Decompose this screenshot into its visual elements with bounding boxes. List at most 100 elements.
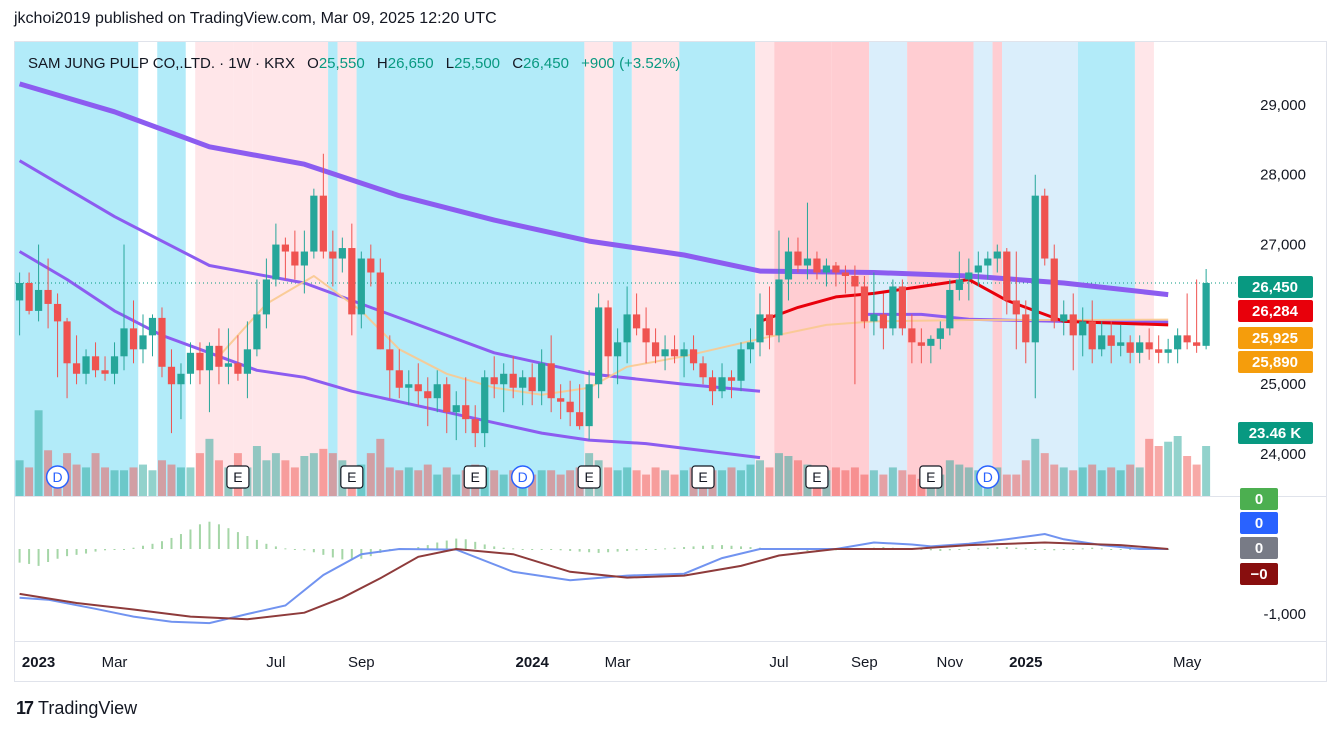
volume-bar bbox=[1021, 460, 1030, 496]
price-label-badge bbox=[1238, 351, 1313, 373]
candle-body bbox=[1136, 342, 1144, 353]
macd-histogram-bar bbox=[948, 549, 951, 551]
earnings-icon bbox=[577, 465, 601, 489]
price-label-badge bbox=[1238, 300, 1313, 322]
candle-body bbox=[1003, 251, 1011, 301]
macd-histogram-bar bbox=[550, 549, 553, 550]
macd-histogram-bar bbox=[151, 543, 154, 549]
macd-label-text: −0 bbox=[1250, 566, 1267, 583]
time-tick-label: Sep bbox=[851, 654, 878, 671]
candle-body bbox=[376, 272, 384, 350]
time-tick-label: Mar bbox=[102, 654, 128, 671]
volume-bar bbox=[651, 467, 660, 496]
candle-body bbox=[1069, 314, 1077, 336]
candle-body bbox=[965, 272, 973, 280]
macd-histogram-bar bbox=[47, 549, 50, 562]
volume-bar bbox=[167, 464, 176, 496]
macd-histogram-bar bbox=[493, 546, 496, 549]
macd-histogram-bar bbox=[986, 547, 989, 549]
macd-histogram-bar bbox=[654, 549, 657, 550]
macd-histogram-bar bbox=[18, 549, 21, 563]
macd-histogram-bar bbox=[265, 543, 268, 549]
volume-bar bbox=[537, 470, 546, 496]
moving-average-line-1 bbox=[18, 159, 761, 393]
volume-bar bbox=[262, 460, 271, 496]
candle-body bbox=[338, 248, 346, 259]
volume-bar bbox=[528, 474, 537, 496]
tradingview-brand[interactable]: 17 TradingView bbox=[16, 698, 137, 719]
candle-body bbox=[414, 384, 422, 392]
event-label: E bbox=[926, 469, 935, 485]
volume-bar bbox=[850, 467, 859, 496]
legend-low-label: L bbox=[445, 55, 455, 72]
volume-bar bbox=[404, 467, 413, 496]
volume-bar bbox=[423, 464, 432, 496]
candle-body bbox=[576, 412, 584, 427]
volume-bar bbox=[214, 460, 223, 496]
moving-average-line-5 bbox=[759, 278, 1169, 327]
macd-histogram-bar bbox=[179, 534, 182, 549]
volume-bar bbox=[186, 467, 195, 496]
macd-histogram-bar bbox=[645, 549, 648, 550]
candle-body bbox=[689, 349, 698, 364]
candle-body bbox=[1183, 335, 1191, 343]
candle-body bbox=[509, 373, 517, 388]
macd-histogram-bar bbox=[217, 524, 220, 549]
volume-bar bbox=[1059, 467, 1068, 496]
legend-low: 25,500 bbox=[454, 55, 501, 72]
price-tick-label: 24,000 bbox=[1260, 446, 1306, 463]
macd-histogram-bar bbox=[749, 547, 752, 549]
macd-histogram-bar bbox=[236, 532, 239, 549]
volume-bar bbox=[869, 470, 878, 496]
volume-bar bbox=[765, 467, 774, 496]
volume-bar bbox=[490, 470, 499, 496]
candle-body bbox=[651, 342, 660, 357]
macd-histogram-bar bbox=[445, 540, 448, 549]
event-label: E bbox=[698, 469, 707, 485]
volume-bar bbox=[1031, 438, 1040, 496]
volume-bar bbox=[1202, 446, 1211, 496]
price-label-badge bbox=[1238, 276, 1313, 298]
candle-body bbox=[538, 363, 546, 392]
event-label: E bbox=[347, 469, 356, 485]
candle-body bbox=[63, 321, 71, 364]
candle-body bbox=[794, 251, 802, 266]
candle-body bbox=[984, 258, 992, 266]
volume-bar bbox=[841, 470, 850, 496]
price-label-badge bbox=[1238, 422, 1313, 444]
candle-body bbox=[642, 328, 650, 343]
price-tick-label: 27,000 bbox=[1260, 237, 1306, 254]
candle-body bbox=[822, 265, 831, 273]
volume-bar bbox=[252, 446, 261, 496]
volume-bar bbox=[1040, 453, 1049, 496]
volume-bar bbox=[774, 453, 783, 496]
macd-histogram-bar bbox=[66, 549, 69, 557]
macd-histogram-bar bbox=[1034, 549, 1037, 550]
macd-histogram-bar bbox=[559, 549, 562, 551]
macd-histogram-bar bbox=[1015, 547, 1018, 549]
macd-histogram-bar bbox=[132, 547, 135, 549]
candle-body bbox=[784, 251, 793, 280]
candle-body bbox=[974, 265, 982, 273]
macd-histogram-bar bbox=[94, 549, 97, 552]
macd-histogram-bar bbox=[455, 538, 458, 549]
earnings-icon bbox=[463, 465, 487, 489]
macd-histogram-bar bbox=[436, 542, 439, 549]
volume-bar bbox=[72, 464, 81, 496]
candle-body bbox=[471, 419, 479, 434]
macd-histogram-bar bbox=[331, 549, 334, 558]
macd-histogram-bar bbox=[929, 549, 932, 551]
macd-histogram-bar bbox=[1005, 547, 1008, 549]
dividend-icon bbox=[976, 465, 1000, 489]
volume-bar bbox=[442, 467, 451, 496]
macd-histogram-bar bbox=[293, 549, 296, 550]
candle-body bbox=[765, 314, 774, 336]
candle-body bbox=[291, 251, 299, 266]
macd-label-badge bbox=[1240, 537, 1278, 559]
volume-bar bbox=[328, 453, 337, 496]
candle-body bbox=[699, 363, 707, 378]
volume-bar bbox=[385, 467, 394, 496]
macd-histogram-bar bbox=[75, 549, 78, 555]
symbol-legend: SAM JUNG PULP CO,.LTD. · 1W · KRX O25,55… bbox=[28, 55, 680, 72]
